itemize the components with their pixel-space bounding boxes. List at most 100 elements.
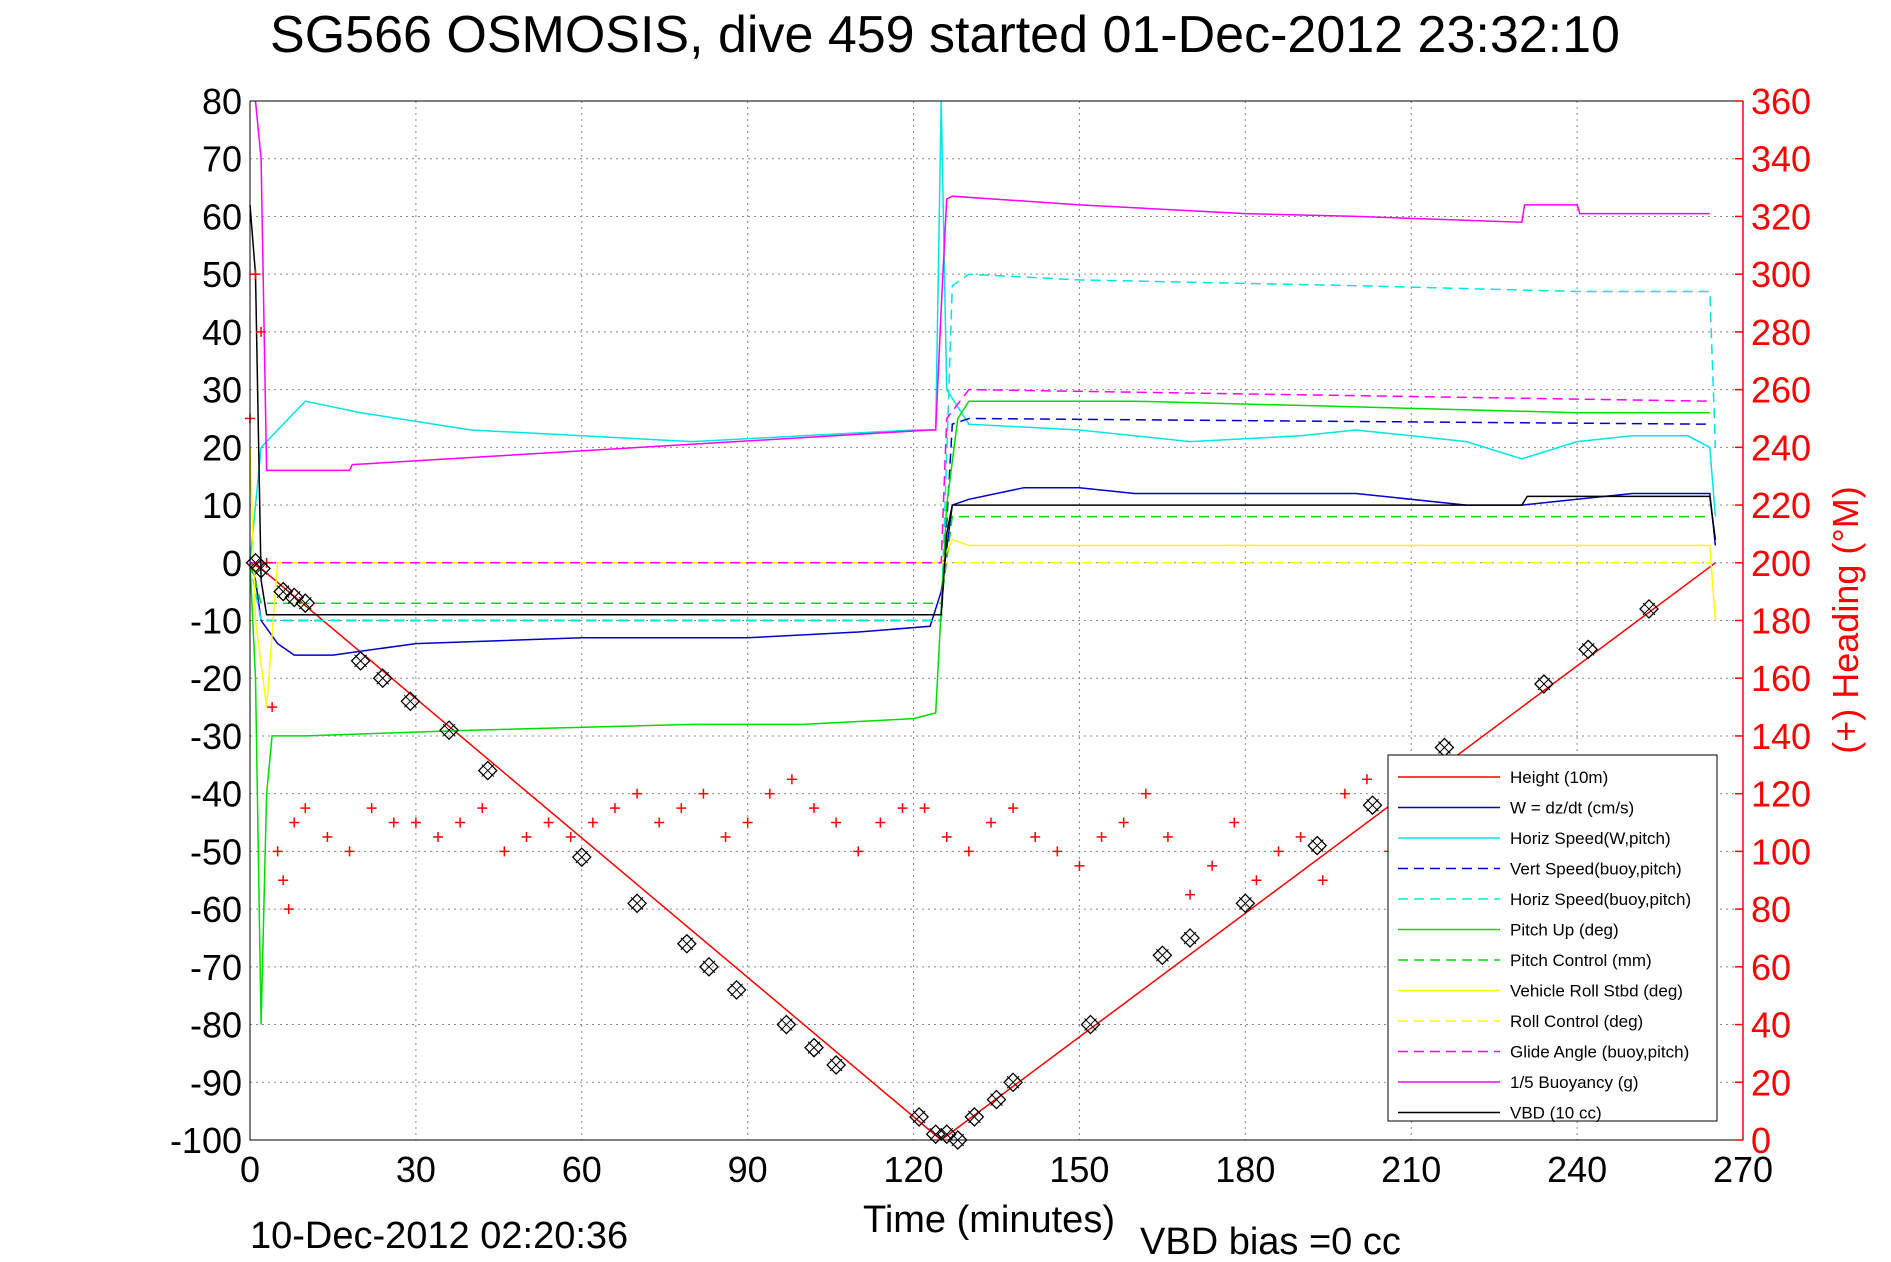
legend-item: Horiz Speed(W,pitch) — [1398, 829, 1671, 848]
x-tick-label: 150 — [1049, 1149, 1109, 1190]
heading-point — [1207, 860, 1218, 871]
heading-point — [250, 269, 261, 280]
right-tick-label: 200 — [1751, 543, 1811, 584]
legend-item: Glide Angle (buoy,pitch) — [1398, 1043, 1689, 1062]
right-tick-label: 80 — [1751, 889, 1791, 930]
heading-point — [455, 817, 466, 828]
series-line — [249, 486, 1717, 656]
heading-point — [676, 803, 687, 814]
sample-marker — [804, 1037, 824, 1058]
right-tick-label: 40 — [1751, 1005, 1791, 1046]
sample-marker — [925, 1124, 946, 1145]
legend-label: Pitch Control (mm) — [1510, 951, 1652, 970]
heading-point — [388, 817, 399, 828]
heading-point — [433, 831, 444, 842]
sample-marker — [776, 1014, 797, 1035]
sample-markers — [245, 552, 1659, 1150]
y-tick-label: -50 — [190, 831, 242, 872]
right-tick-label: 60 — [1751, 947, 1791, 988]
sample-marker — [986, 1089, 1007, 1110]
heading-point — [344, 846, 355, 857]
legend: Height (10m) W = dz/dt (cm/s) Horiz Speed(… — [1387, 754, 1718, 1123]
legend-item: VBD (10 cc) — [1398, 1104, 1602, 1123]
right-tick-label: 120 — [1751, 774, 1811, 815]
right-tick-label: 240 — [1751, 427, 1811, 468]
x-tick-label: 60 — [562, 1149, 602, 1190]
legend-item: Pitch Control (mm) — [1398, 951, 1652, 970]
y-tick-label: 70 — [202, 139, 242, 180]
heading-point — [1074, 860, 1085, 871]
y-tick-label: 60 — [202, 196, 242, 237]
y-tick-label: -10 — [190, 601, 242, 642]
sample-marker — [1003, 1072, 1024, 1093]
legend-label: Roll Control (deg) — [1510, 1012, 1643, 1031]
right-tick-label: 360 — [1751, 81, 1811, 122]
chart-title: SG566 OSMOSIS, dive 459 started 01-Dec-2… — [270, 6, 1620, 64]
heading-point — [1361, 774, 1372, 785]
heading-point — [565, 831, 576, 842]
heading-point — [477, 803, 488, 814]
sample-marker — [1080, 1014, 1101, 1035]
heading-point — [1317, 875, 1328, 886]
heading-point — [1008, 803, 1019, 814]
x-axis-label: Time (minutes) — [863, 1199, 1115, 1241]
right-tick-label: 160 — [1751, 658, 1811, 699]
y-tick-label: 40 — [202, 312, 242, 353]
axes: 0 30 60 90 120 150 180 210 240 270 80 70 60 50 40 30 20 1… — [170, 81, 1811, 1190]
heading-point — [1140, 788, 1151, 799]
x-tick-label: 240 — [1547, 1149, 1607, 1190]
sample-marker — [372, 668, 393, 689]
right-tick-label: 340 — [1751, 139, 1811, 180]
series-line — [249, 515, 1710, 604]
heading-point — [1030, 831, 1041, 842]
legend-item: Roll Control (deg) — [1398, 1012, 1643, 1031]
sample-marker — [1434, 737, 1455, 758]
right-tick-label: 280 — [1751, 312, 1811, 353]
sample-marker — [1235, 893, 1256, 914]
legend-item: Vert Speed(buoy,pitch) — [1398, 860, 1682, 879]
heading-point — [1273, 846, 1284, 857]
y-tick-label: -30 — [190, 716, 242, 757]
right-tick-label: 220 — [1751, 485, 1811, 526]
y-tick-label: -70 — [190, 947, 242, 988]
series-line — [249, 447, 1717, 708]
y-tick-label: -90 — [190, 1062, 242, 1103]
heading-point — [786, 774, 797, 785]
heading-point — [322, 831, 333, 842]
heading-point — [1229, 817, 1240, 828]
heading-point — [410, 817, 421, 828]
x-tick-label: 210 — [1381, 1149, 1441, 1190]
heading-point — [499, 846, 510, 857]
right-tick-label: 260 — [1751, 370, 1811, 411]
y-tick-label: 50 — [202, 254, 242, 295]
series-layer — [249, 100, 1717, 1141]
y-tick-label: -100 — [170, 1120, 242, 1161]
heading-point — [853, 846, 864, 857]
heading-point — [875, 817, 886, 828]
heading-point — [609, 803, 620, 814]
right-tick-label: 180 — [1751, 601, 1811, 642]
y-tick-label: 30 — [202, 370, 242, 411]
legend-label: W = dz/dt (cm/s) — [1510, 799, 1634, 818]
series-line — [250, 388, 1710, 564]
heading-point — [831, 817, 842, 828]
heading-point — [632, 788, 643, 799]
heading-point — [698, 788, 709, 799]
right-tick-label: 20 — [1751, 1062, 1791, 1103]
heading-points — [245, 269, 1417, 915]
heading-point — [587, 817, 598, 828]
heading-point — [1052, 846, 1063, 857]
sample-marker — [1180, 928, 1200, 948]
heading-point — [283, 904, 294, 915]
legend-label: Height (10m) — [1510, 768, 1608, 787]
right-y-axis-label: (+) Heading (°M) — [1825, 486, 1866, 753]
legend-item: 1/5 Buoyancy (g) — [1398, 1073, 1639, 1092]
y-tick-label: -80 — [190, 1005, 242, 1046]
legend-label: Horiz Speed(buoy,pitch) — [1510, 890, 1691, 909]
heading-point — [366, 803, 377, 814]
right-tick-label: 0 — [1751, 1120, 1771, 1161]
heading-point — [897, 803, 908, 814]
sample-marker — [400, 691, 421, 712]
legend-label: Vehicle Roll Stbd (deg) — [1510, 982, 1683, 1001]
